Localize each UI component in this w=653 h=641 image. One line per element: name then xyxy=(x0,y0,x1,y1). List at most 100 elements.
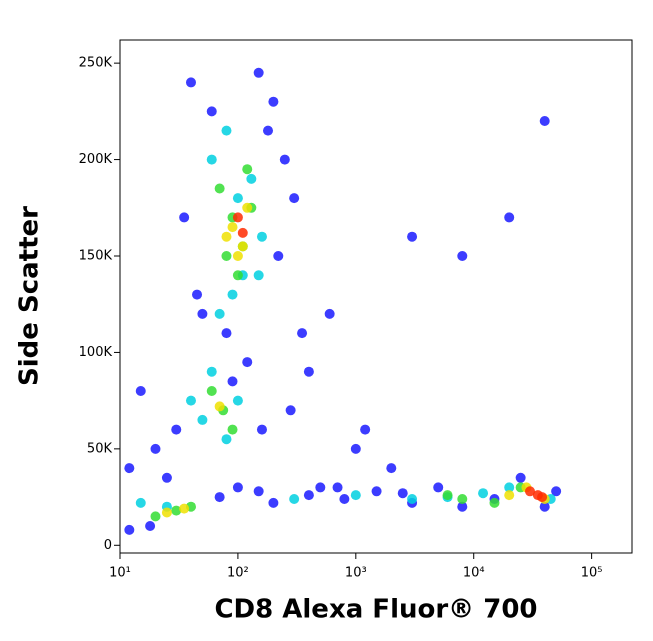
point xyxy=(242,357,253,368)
point xyxy=(253,486,264,497)
x-tick-label: 10¹ xyxy=(109,566,131,581)
y-tick-label: 0 xyxy=(104,538,112,553)
point xyxy=(227,289,238,300)
point xyxy=(145,521,156,531)
point xyxy=(206,366,217,377)
point xyxy=(539,501,550,512)
point xyxy=(135,386,146,396)
point xyxy=(253,67,264,78)
x-tick-label: 10² xyxy=(227,566,249,581)
y-tick-label: 150K xyxy=(79,249,113,264)
point xyxy=(124,524,135,535)
point xyxy=(221,231,232,242)
point xyxy=(171,505,182,516)
point xyxy=(285,405,296,416)
point xyxy=(221,328,232,339)
point xyxy=(537,492,548,503)
point xyxy=(185,395,196,406)
y-tick-label: 250K xyxy=(79,56,113,71)
point xyxy=(232,193,243,204)
point xyxy=(253,270,264,281)
point xyxy=(539,116,550,126)
point xyxy=(214,308,225,319)
point xyxy=(457,501,468,512)
x-tick-label: 10⁵ xyxy=(581,566,603,581)
point xyxy=(515,472,526,483)
point xyxy=(256,424,267,435)
point xyxy=(232,395,243,406)
point xyxy=(221,434,232,445)
point xyxy=(150,511,161,522)
point xyxy=(206,154,217,165)
point xyxy=(339,494,350,504)
point xyxy=(289,193,300,204)
point xyxy=(150,443,161,454)
point xyxy=(407,494,418,504)
point xyxy=(524,486,535,497)
point xyxy=(227,376,238,387)
point xyxy=(197,308,208,319)
point xyxy=(242,164,253,175)
y-tick-label: 100K xyxy=(79,345,113,360)
point xyxy=(221,125,232,136)
point xyxy=(221,251,232,261)
point xyxy=(237,241,248,252)
point xyxy=(350,443,361,454)
point xyxy=(242,202,253,213)
y-tick-label: 200K xyxy=(79,152,113,167)
point xyxy=(273,251,284,261)
point xyxy=(397,488,408,499)
y-tick-label: 50K xyxy=(87,441,113,456)
point xyxy=(232,482,243,493)
point xyxy=(457,494,468,504)
point xyxy=(551,486,562,497)
point xyxy=(504,490,515,501)
point xyxy=(232,270,243,281)
point xyxy=(407,231,418,242)
point xyxy=(214,183,225,194)
point xyxy=(489,497,500,508)
point xyxy=(360,424,371,435)
point xyxy=(192,289,203,300)
plot-frame xyxy=(119,39,633,554)
point xyxy=(185,77,196,88)
point xyxy=(289,494,300,504)
point xyxy=(214,492,225,503)
point xyxy=(227,424,238,435)
point xyxy=(332,482,343,493)
point xyxy=(303,366,314,377)
point xyxy=(350,490,361,501)
point xyxy=(303,490,314,501)
point xyxy=(135,497,146,508)
point xyxy=(232,251,243,261)
point xyxy=(442,490,453,501)
point xyxy=(161,472,172,483)
x-tick-label: 10⁴ xyxy=(463,566,485,581)
point xyxy=(179,212,190,223)
point xyxy=(263,125,274,136)
point xyxy=(197,414,208,425)
point xyxy=(371,486,382,497)
point xyxy=(297,328,308,339)
point xyxy=(315,482,326,493)
point xyxy=(478,488,489,499)
point xyxy=(504,482,515,493)
point xyxy=(433,482,444,493)
point xyxy=(161,507,172,518)
point xyxy=(457,251,468,261)
point xyxy=(179,503,190,514)
point xyxy=(256,231,267,242)
point xyxy=(324,308,335,319)
point xyxy=(227,222,238,233)
point xyxy=(246,173,257,184)
y-axis-title: Side Scatter xyxy=(15,206,45,386)
point xyxy=(237,227,248,238)
point xyxy=(214,401,225,412)
x-tick-label: 10³ xyxy=(345,566,367,581)
point xyxy=(279,154,290,165)
x-axis-title: CD8 Alexa Fluor® 700 xyxy=(214,595,537,625)
point xyxy=(232,212,243,223)
point xyxy=(386,463,397,474)
point xyxy=(206,106,217,117)
